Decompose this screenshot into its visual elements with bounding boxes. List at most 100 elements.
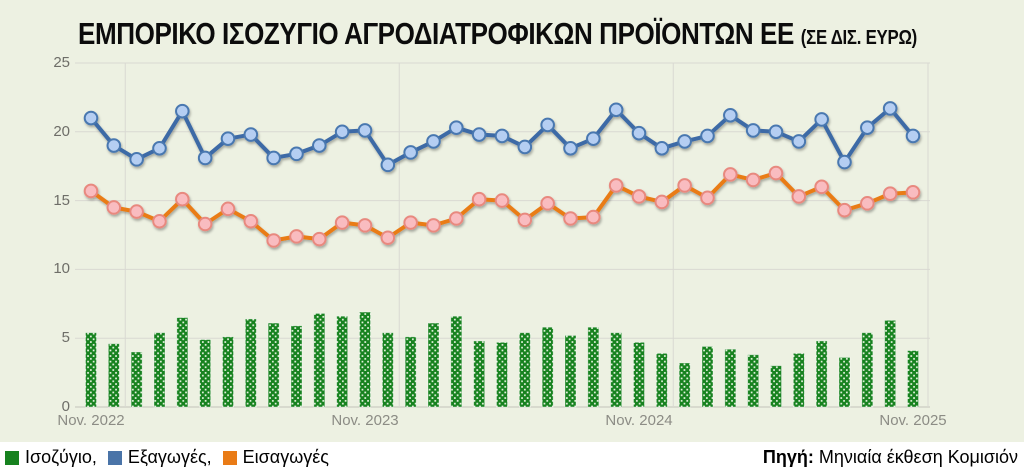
exports-point	[152, 141, 167, 156]
balance-bar	[678, 362, 691, 408]
y-axis-tick: 10	[53, 260, 70, 278]
exports-point	[631, 125, 647, 141]
exports-point	[106, 138, 122, 153]
imports-point	[905, 185, 921, 200]
chart-title-unit: (ΣΕ ΔΙΣ. ΕΥΡΩ)	[800, 27, 918, 49]
imports-point	[791, 189, 807, 204]
imports-point	[563, 211, 578, 226]
exports-point	[357, 123, 373, 138]
footer-bar: Ισοζύγιο, Εξαγωγές, Εισαγωγές Πηγή: Μηνιαί…	[0, 442, 1024, 473]
balance-bar	[450, 315, 463, 408]
imports-point	[882, 186, 898, 202]
imports-point	[631, 189, 647, 204]
chart-title-main: ΕΜΠΟΡΙΚΟ ΙΣΟΖΥΓΙΟ ΑΓΡΟΔΙΑΤΡΟΦΙΚΩΝ ΠΡΟΪΟΝ…	[78, 16, 801, 51]
imports-point	[654, 194, 670, 210]
balance-bar	[907, 350, 919, 408]
imports-point	[426, 218, 441, 233]
imports-point	[380, 230, 396, 246]
balance-bar	[336, 315, 349, 408]
exports-point	[197, 150, 213, 166]
balance-bar	[815, 340, 828, 408]
balance-bar	[130, 351, 143, 408]
exports-point	[608, 102, 624, 118]
exports-point	[540, 117, 555, 133]
exports-series	[83, 101, 921, 173]
balance-bar	[792, 352, 805, 408]
balance-bar	[724, 348, 737, 408]
imports-series	[83, 165, 921, 248]
exports-point	[563, 141, 578, 156]
exports-point	[289, 146, 304, 162]
imports-point	[106, 200, 122, 215]
imports-point	[334, 215, 350, 230]
exports-point	[905, 128, 921, 144]
balance-bars	[85, 311, 919, 408]
imports-point	[266, 233, 281, 248]
balance-bar	[359, 311, 371, 408]
balance-bar	[404, 336, 417, 408]
imports-point	[723, 167, 738, 182]
imports-point	[220, 201, 236, 217]
exports-point	[700, 128, 715, 144]
exports-point	[791, 134, 807, 149]
exports-point	[745, 123, 761, 138]
balance-bar	[153, 332, 166, 408]
balance-bar	[267, 322, 280, 408]
exports-point	[403, 145, 418, 160]
legend: Ισοζύγιο, Εξαγωγές, Εισαγωγές	[5, 447, 333, 468]
balance-bar	[381, 332, 394, 408]
balance-bar	[564, 335, 577, 408]
balance-bar	[518, 332, 531, 408]
y-axis-tick: 0	[61, 398, 70, 415]
balance-bar	[770, 365, 782, 408]
balance-bar	[861, 332, 874, 408]
balance-bar	[610, 332, 623, 408]
exports-point	[312, 138, 327, 153]
balance-bar	[747, 354, 760, 408]
exports-point	[677, 134, 692, 149]
imports-point	[403, 215, 418, 230]
balance-bar	[884, 319, 897, 408]
exports-point	[517, 139, 533, 155]
exports-point	[471, 127, 487, 142]
balance-bar	[496, 341, 508, 408]
imports-point	[700, 190, 715, 206]
exports-point	[882, 101, 898, 116]
imports-point	[175, 191, 190, 207]
exports-point	[426, 134, 441, 149]
exports-point	[814, 112, 829, 127]
balance-bar	[541, 326, 554, 408]
imports-point	[129, 204, 144, 219]
y-axis-tick: 5	[61, 329, 70, 347]
imports-point	[312, 231, 327, 247]
legend-label: Εισαγωγές	[242, 447, 329, 467]
balance-bar	[838, 357, 851, 408]
imports-point	[471, 191, 487, 207]
chart-canvas	[75, 62, 930, 408]
exports-point	[175, 103, 190, 119]
exports-point	[586, 131, 601, 146]
balance-swatch-icon	[5, 450, 19, 465]
exports-point	[380, 157, 396, 173]
exports-point	[334, 124, 350, 140]
imports-point	[814, 179, 829, 195]
exports-point	[243, 127, 259, 142]
exports-swatch-icon	[107, 450, 122, 465]
x-axis-tick: Nov. 2024	[605, 412, 673, 429]
imports-point	[152, 213, 167, 229]
balance-bar	[473, 340, 486, 408]
balance-bar	[655, 352, 668, 408]
balance-bar	[85, 332, 97, 408]
balance-bar	[244, 318, 257, 408]
imports-point	[745, 172, 761, 188]
plot-area	[75, 62, 930, 408]
balance-bar	[633, 341, 645, 408]
exports-point	[837, 154, 852, 170]
exports-point	[494, 128, 510, 144]
imports-point	[494, 193, 510, 208]
legend-item-balance: Ισοζύγιο,	[5, 447, 97, 468]
imports-point	[449, 211, 464, 226]
balance-bar	[199, 339, 212, 408]
exports-point	[266, 150, 281, 166]
exports-point	[129, 152, 144, 167]
